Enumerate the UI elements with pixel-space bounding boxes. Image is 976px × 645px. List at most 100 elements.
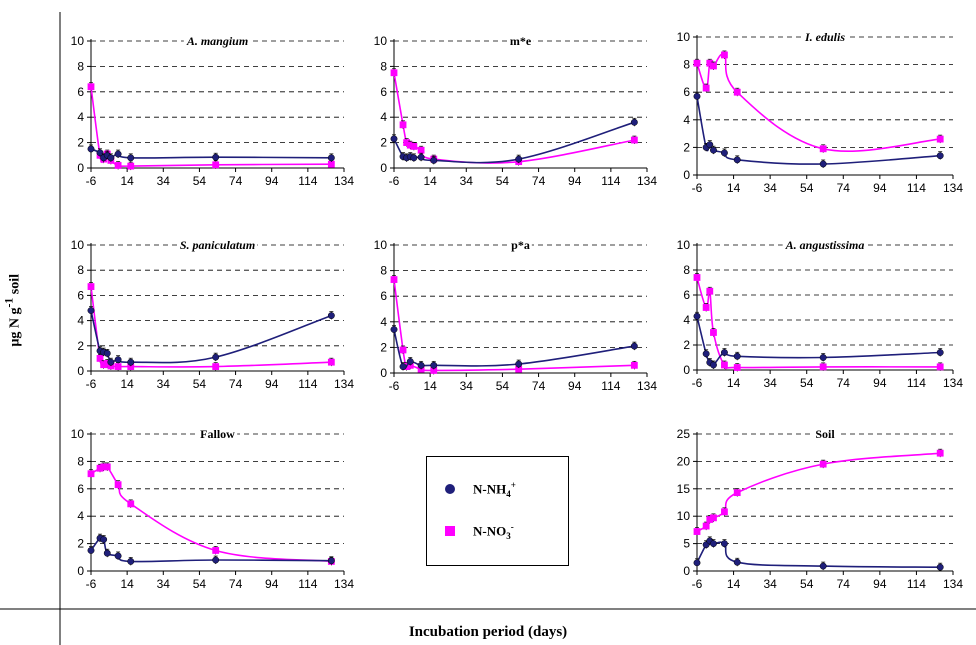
x-tick-label: 114 (907, 376, 926, 390)
nh4-data-point (410, 154, 418, 162)
no3-series-line (90, 86, 332, 168)
y-axis-label-tail: soil (7, 274, 23, 298)
x-tick-label: 34 (157, 174, 171, 188)
y-tick-label: 2 (77, 339, 84, 353)
nh4-data-point (720, 540, 728, 548)
nh4-series-line (696, 316, 941, 367)
no3-data-point (706, 516, 714, 523)
y-tick-label: 8 (683, 263, 690, 277)
nh4-data-point (430, 361, 438, 369)
nh4-data-point (212, 153, 220, 161)
x-tick-label: 94 (873, 376, 887, 390)
chart-panel: 0 2 4 6 8 10 -6 14 34 54 74 94 114 134 I. edulis (677, 30, 963, 195)
nh4-data-point (706, 141, 714, 149)
chart-panel: 0 2 4 6 8 10 -6 14 34 54 74 94 114 134 Fallow (71, 427, 354, 591)
y-axis-label-main: µg N g (7, 307, 23, 347)
y-tick-label: 6 (77, 482, 84, 496)
y-tick-label: 0 (683, 363, 690, 377)
y-tick-label: 4 (77, 110, 84, 124)
x-tick-label: 14 (727, 376, 741, 390)
x-tick-label: 134 (943, 577, 963, 591)
x-tick-label: 114 (298, 577, 317, 591)
y-tick-label: 8 (77, 59, 84, 73)
nh4-data-point (515, 155, 523, 163)
nh4-series-line (696, 540, 941, 568)
y-tick-label: 6 (683, 85, 690, 99)
nh4-data-point (390, 326, 398, 333)
no3-data-point (127, 363, 135, 370)
x-tick-label: -6 (692, 577, 703, 591)
x-tick-label: 134 (637, 379, 657, 393)
nh4-data-point (417, 361, 425, 369)
nh4-data-point (936, 563, 944, 571)
x-tick-label: 14 (727, 181, 741, 195)
y-tick-label: 0 (683, 564, 690, 578)
x-tick-label: 94 (265, 377, 279, 391)
no3-data-point (403, 139, 411, 146)
legend-label-no3-sup: - (510, 521, 514, 532)
y-tick-label: 15 (677, 482, 691, 496)
x-tick-label: -6 (86, 377, 97, 391)
legend-label-nh4-text: N-NH (473, 480, 507, 496)
x-tick-label: 94 (568, 174, 582, 188)
x-tick-label: 34 (460, 174, 474, 188)
x-tick-label: 14 (727, 577, 741, 591)
no3-series-line (393, 279, 635, 372)
no3-data-point (327, 160, 335, 168)
x-tick-label: 114 (907, 577, 926, 591)
x-tick-label: 34 (157, 577, 171, 591)
y-tick-label: 4 (683, 113, 690, 127)
nh4-data-point (819, 160, 827, 168)
x-tick-label: 94 (265, 577, 279, 591)
x-tick-label: 54 (496, 174, 510, 188)
y-tick-label: 2 (380, 340, 387, 354)
no3-data-point (127, 500, 135, 508)
panel-title-background (801, 30, 848, 44)
nh4-data-point (327, 557, 335, 565)
x-tick-label: 14 (423, 379, 437, 393)
y-tick-label: 25 (677, 427, 691, 441)
no3-data-point (710, 514, 717, 522)
no3-data-point (87, 470, 95, 478)
no3-data-point (114, 363, 122, 370)
x-tick-label: 114 (298, 377, 317, 391)
no3-data-point (706, 287, 714, 295)
y-tick-label: 4 (77, 509, 84, 523)
y-tick-label: 10 (374, 238, 388, 252)
x-tick-label: -6 (86, 577, 97, 591)
legend-item-no3: N-NO3- (445, 521, 514, 541)
nh4-data-point (720, 349, 728, 356)
x-tick-label: 74 (532, 174, 546, 188)
y-tick-label: 4 (380, 315, 387, 329)
x-tick-label: 14 (120, 174, 134, 188)
panel-title: Soil (815, 427, 835, 441)
panel-title-background (183, 34, 251, 48)
no3-data-point (100, 361, 108, 369)
y-tick-label: 20 (677, 454, 691, 468)
no3-data-point (819, 363, 827, 371)
x-tick-label: 74 (229, 377, 243, 391)
y-tick-label: 0 (77, 364, 84, 378)
no3-data-point (733, 88, 741, 96)
y-tick-label: 8 (683, 58, 690, 72)
nh4-data-point (96, 149, 104, 157)
nh4-data-point (87, 547, 95, 554)
nh4-data-point (399, 363, 407, 371)
y-tick-label: 0 (683, 168, 690, 182)
x-tick-label: 94 (873, 181, 887, 195)
x-tick-label: 114 (601, 379, 620, 393)
no3-data-point (212, 547, 220, 554)
nh4-data-point (212, 353, 220, 361)
y-tick-label: 4 (683, 313, 690, 327)
nh4-data-point (107, 358, 115, 366)
no3-data-point (96, 464, 104, 472)
x-tick-label: 34 (763, 181, 777, 195)
x-tick-label: 134 (334, 174, 354, 188)
nh4-data-point (733, 558, 741, 566)
panel-title-background (509, 238, 532, 252)
nh4-data-point (107, 154, 115, 162)
x-tick-label: 74 (837, 577, 851, 591)
panel-title: m*e (510, 34, 532, 48)
y-tick-label: 2 (683, 338, 690, 352)
